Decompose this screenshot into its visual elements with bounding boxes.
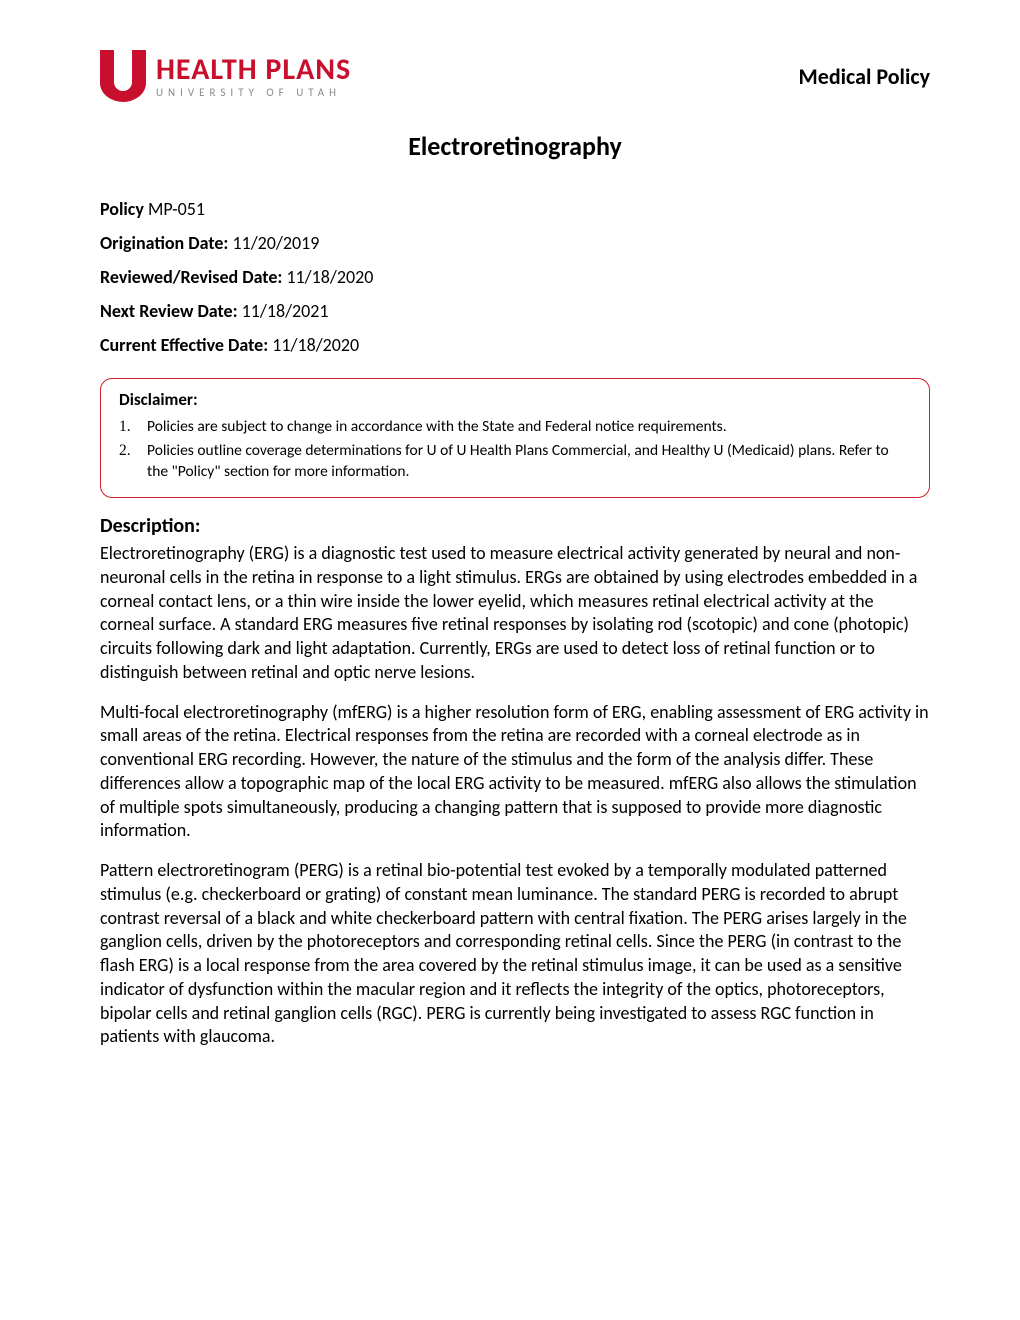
effective-value: 11/18/2020 <box>272 334 359 356</box>
disclaimer-item: 1.Policies are subject to change in acco… <box>147 416 911 438</box>
description-para-2: Multi-focal electroretinography (mfERG) … <box>100 701 930 844</box>
meta-effective: Current Effective Date: 11/18/2020 <box>100 334 930 356</box>
header-row: HEALTH PLANS UNIVERSITY OF UTAH Medical … <box>100 50 930 102</box>
description-para-3: Pattern electroretinogram (PERG) is a re… <box>100 859 930 1049</box>
logo-text-block: HEALTH PLANS UNIVERSITY OF UTAH <box>156 55 351 98</box>
next-review-value: 11/18/2021 <box>242 300 329 322</box>
meta-next-review: Next Review Date: 11/18/2021 <box>100 300 930 322</box>
document-type: Medical Policy <box>799 63 930 90</box>
meta-reviewed: Reviewed/Revised Date: 11/18/2020 <box>100 266 930 288</box>
disclaimer-box: Disclaimer: 1.Policies are subject to ch… <box>100 378 930 498</box>
effective-label: Current Effective Date: <box>100 334 268 356</box>
page-title: Electroretinography <box>100 130 930 162</box>
meta-origination: Origination Date: 11/20/2019 <box>100 232 930 254</box>
logo-u-icon <box>100 50 146 102</box>
disclaimer-item-text: Policies outline coverage determinations… <box>147 441 889 482</box>
description-para-1: Electroretinography (ERG) is a diagnosti… <box>100 542 930 685</box>
disclaimer-item: 2.Policies outline coverage determinatio… <box>147 440 911 483</box>
reviewed-label: Reviewed/Revised Date: <box>100 266 282 288</box>
policy-label: Policy <box>100 198 144 220</box>
logo-main-text: HEALTH PLANS <box>156 55 351 85</box>
origination-label: Origination Date: <box>100 232 228 254</box>
description-heading: Description: <box>100 514 930 538</box>
meta-block: Policy MP-051 Origination Date: 11/20/20… <box>100 198 930 356</box>
disclaimer-item-text: Policies are subject to change in accord… <box>147 417 727 436</box>
origination-value: 11/20/2019 <box>232 232 319 254</box>
policy-value: MP-051 <box>148 198 205 220</box>
meta-policy: Policy MP-051 <box>100 198 930 220</box>
disclaimer-list: 1.Policies are subject to change in acco… <box>119 416 911 483</box>
logo-block: HEALTH PLANS UNIVERSITY OF UTAH <box>100 50 351 102</box>
disclaimer-title: Disclaimer: <box>119 389 911 410</box>
reviewed-value: 11/18/2020 <box>286 266 373 288</box>
next-review-label: Next Review Date: <box>100 300 238 322</box>
logo-sub-text: UNIVERSITY OF UTAH <box>156 87 351 98</box>
